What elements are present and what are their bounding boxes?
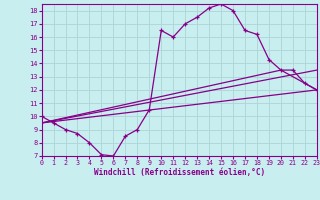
X-axis label: Windchill (Refroidissement éolien,°C): Windchill (Refroidissement éolien,°C) <box>94 168 265 177</box>
